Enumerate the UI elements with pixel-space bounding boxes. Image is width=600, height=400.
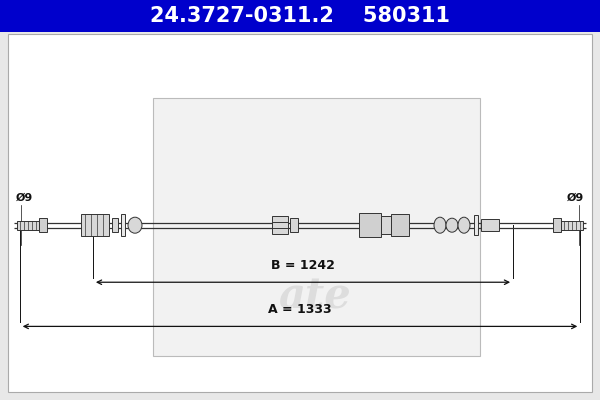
Ellipse shape (458, 217, 470, 233)
Bar (359, 213, 381, 237)
Bar (0, 0, 600, 32)
Text: ate: ate (278, 276, 352, 318)
Text: Ø9: Ø9 (16, 193, 33, 203)
Ellipse shape (434, 217, 446, 233)
Bar (474, 215, 478, 235)
Bar (290, 218, 298, 232)
Bar (381, 216, 391, 234)
Bar (39, 218, 47, 232)
Bar (553, 218, 561, 232)
Bar (81, 214, 109, 236)
Ellipse shape (128, 217, 142, 233)
Text: A = 1333: A = 1333 (268, 303, 332, 316)
Bar (272, 216, 288, 234)
Bar (8, 34, 592, 392)
Bar (17, 221, 39, 230)
Bar (112, 218, 118, 232)
Text: Ø9: Ø9 (567, 193, 584, 203)
Text: 24.3727-0311.2    580311: 24.3727-0311.2 580311 (150, 6, 450, 26)
Bar (481, 219, 499, 231)
Text: B = 1242: B = 1242 (271, 259, 335, 272)
Bar (153, 98, 480, 356)
Ellipse shape (446, 218, 458, 232)
Bar (121, 214, 125, 236)
Bar (391, 214, 409, 236)
Bar (561, 221, 583, 230)
